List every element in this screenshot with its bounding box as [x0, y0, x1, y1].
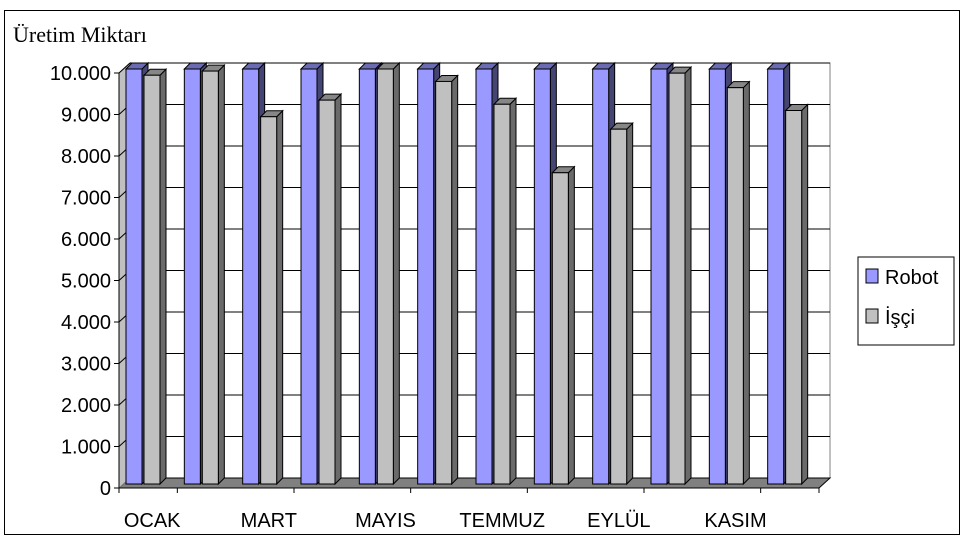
- bar-front: [242, 68, 260, 485]
- bar-isci-kasim: [726, 80, 751, 486]
- legend-label-robot: Robot: [885, 267, 939, 289]
- bar-isci-ocak: [142, 68, 168, 486]
- bar-isci-hazi̇ran: [434, 74, 459, 486]
- bar-front: [767, 68, 785, 485]
- bar-front: [726, 87, 744, 485]
- bar-front: [143, 74, 161, 485]
- y-axis-title: Üretim Miktarı: [13, 22, 147, 47]
- bar-side: [392, 61, 400, 486]
- y-tick-label: 3.000: [61, 354, 111, 376]
- bar-front: [260, 116, 278, 485]
- legend-swatch-robot: [865, 268, 879, 284]
- bar-side: [684, 65, 692, 486]
- x-tick-label: KASIM: [704, 510, 766, 532]
- y-tick-label: 1.000: [61, 437, 111, 459]
- bar-isci-ni̇san: [317, 92, 343, 486]
- x-tick-label: TEMMUZ: [459, 510, 545, 532]
- bar-isci-temmuz: [492, 97, 518, 486]
- y-tick-label: 0: [100, 478, 111, 500]
- x-tick-label: OCAK: [124, 510, 181, 532]
- y-tick-label: 7.000: [61, 188, 111, 210]
- bar-front: [417, 68, 435, 485]
- bar-isci-mart: [259, 109, 284, 486]
- y-tick-label: 4.000: [61, 312, 111, 334]
- bar-front: [318, 99, 336, 485]
- chart-frame: Üretim Miktarı 0 1.000 2.000 3.000 4.000 5.00…: [4, 10, 960, 535]
- bar-front: [533, 68, 551, 485]
- bar-front: [785, 110, 803, 485]
- bar-side: [334, 92, 342, 486]
- bar-front: [650, 68, 668, 485]
- y-tick-label: 8.000: [61, 146, 111, 168]
- legend: Robot İşçi: [857, 256, 955, 346]
- legend-swatch-isci: [865, 308, 879, 324]
- x-tick-labels: OCAK MART MAYIS TEMMUZ EYLÜL KASIM: [118, 487, 820, 532]
- bar-front: [435, 80, 453, 485]
- x-tick-label: MART: [241, 510, 297, 532]
- x-tick-label: EYLÜL: [587, 510, 650, 532]
- bars: [124, 61, 809, 486]
- bar-front: [708, 68, 726, 485]
- bar-side: [451, 74, 459, 486]
- bar-side: [801, 103, 809, 486]
- y-tick-label: 9.000: [61, 105, 111, 127]
- bar-side: [159, 68, 167, 486]
- bar-side: [276, 109, 284, 486]
- y-tick-label: 10.000: [50, 63, 111, 85]
- bar-isci-aralik: [784, 103, 809, 486]
- x-tick-label: MAYIS: [355, 510, 416, 532]
- bar-side: [509, 97, 517, 486]
- bar-isci-eki̇m: [667, 65, 693, 486]
- bar-front: [610, 128, 628, 485]
- bar-side: [217, 63, 225, 486]
- y-tick-label: 5.000: [61, 271, 111, 293]
- bar-front: [300, 68, 318, 485]
- bar-front: [183, 68, 201, 485]
- bar-side: [626, 121, 634, 486]
- y-tick-labels: 0 1.000 2.000 3.000 4.000 5.000 6.000 7.000 8.00…: [50, 63, 111, 500]
- bar-front: [493, 103, 511, 485]
- bar-front: [551, 172, 569, 485]
- bar-front: [358, 68, 376, 485]
- bar-side: [567, 165, 575, 486]
- y-tick-label: 6.000: [61, 229, 111, 251]
- legend-label-isci: İşçi: [885, 306, 915, 329]
- y-tick-label: 2.000: [61, 395, 111, 417]
- bar-front: [592, 68, 610, 485]
- bar-front: [376, 68, 394, 485]
- bar-front: [125, 68, 143, 485]
- bar-front: [668, 72, 686, 485]
- bar-front: [201, 70, 219, 485]
- bar-front: [475, 68, 493, 485]
- bar-isci-eylül: [609, 121, 634, 486]
- gridline-side: [118, 62, 131, 74]
- bar-isci-ağustos: [551, 165, 576, 486]
- bar-chart: Üretim Miktarı 0 1.000 2.000 3.000 4.000 5.00…: [13, 22, 955, 532]
- bar-isci-mayis: [376, 61, 401, 486]
- bar-isci-şubat: [201, 63, 226, 486]
- bar-side: [742, 80, 750, 486]
